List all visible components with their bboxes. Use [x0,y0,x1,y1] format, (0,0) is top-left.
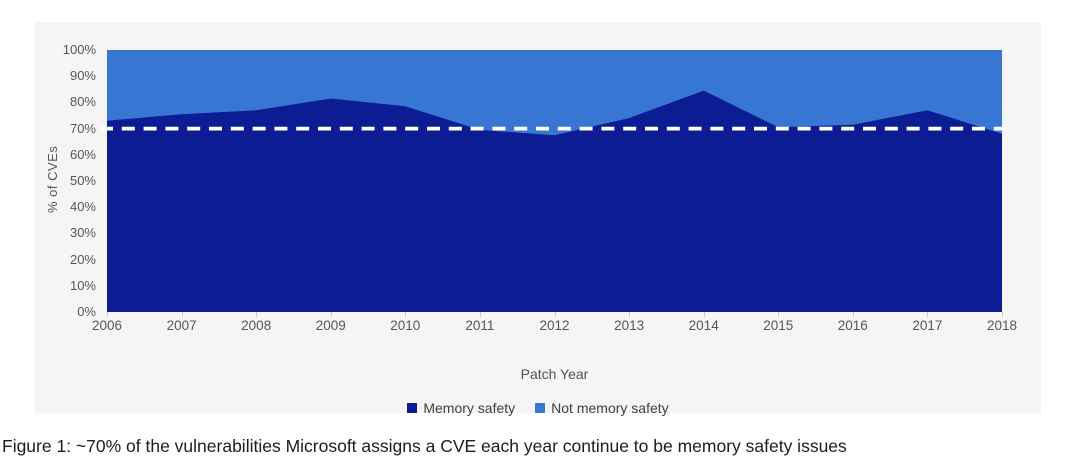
x-axis-title: Patch Year [520,366,589,382]
x-tick-mark [703,312,705,317]
x-tick-label: 2011 [465,318,495,333]
x-tick-mark [256,312,258,317]
plot-area [100,50,1002,312]
x-tick-label: 2016 [837,318,868,333]
x-tick-mark [181,312,183,317]
legend-label-not-memory-safety: Not memory safety [551,400,669,416]
y-tick-label: 100% [62,42,96,57]
y-tick-label: 0% [77,304,96,319]
figure-caption: Figure 1: ~70% of the vulnerabilities Mi… [2,436,847,456]
y-tick-label: 60% [69,146,96,162]
x-tick-label: 2012 [539,318,570,333]
x-tick-label: 2014 [688,318,719,333]
legend-label-memory-safety: Memory safety [423,400,516,416]
y-tick-label: 10% [69,277,96,293]
y-tick-label: 20% [69,251,96,267]
chart-card: % of CVEs 0% 10% 20% 30% 40% 50% 60% 70% 80% 90% 1… [35,22,1041,416]
y-tick-label: 50% [69,173,96,188]
x-tick-mark [852,312,854,317]
x-tick-label: 2013 [614,318,645,333]
y-tick-label: 90% [69,68,96,84]
x-tick-label: 2006 [91,318,123,333]
x-tick-mark [107,312,108,317]
x-tick-label: 2018 [986,318,1018,333]
y-tick-label: 40% [69,199,96,215]
x-tick-label: 2008 [241,318,272,333]
x-tick-label: 2009 [315,318,346,333]
y-tick-label: 80% [69,94,96,110]
y-tick-label: 30% [69,225,96,241]
x-tick-mark [405,312,407,317]
x-tick-mark [554,312,556,317]
legend-swatch-memory-safety [407,403,418,413]
x-tick-mark [1002,312,1003,317]
x-tick-label: 2010 [390,318,421,333]
legend-swatch-not-memory-safety [535,403,546,413]
x-tick-label: 2007 [166,318,197,333]
x-tick-mark [778,312,780,317]
x-tick-mark [330,312,332,317]
area-memory-safety [107,90,1002,312]
x-tick-label: 2015 [763,318,794,333]
y-tick-label: 70% [69,120,96,136]
legend-item-not-memory-safety: Not memory safety [535,400,669,416]
stacked-area-chart [100,50,1002,312]
legend: Memory safety Not memory safety [35,400,1041,416]
legend-item-memory-safety: Memory safety [407,400,515,416]
x-tick-mark [927,312,929,317]
x-tick-mark [479,312,481,317]
x-tick-mark [629,312,631,317]
x-tick-label: 2017 [912,318,943,333]
